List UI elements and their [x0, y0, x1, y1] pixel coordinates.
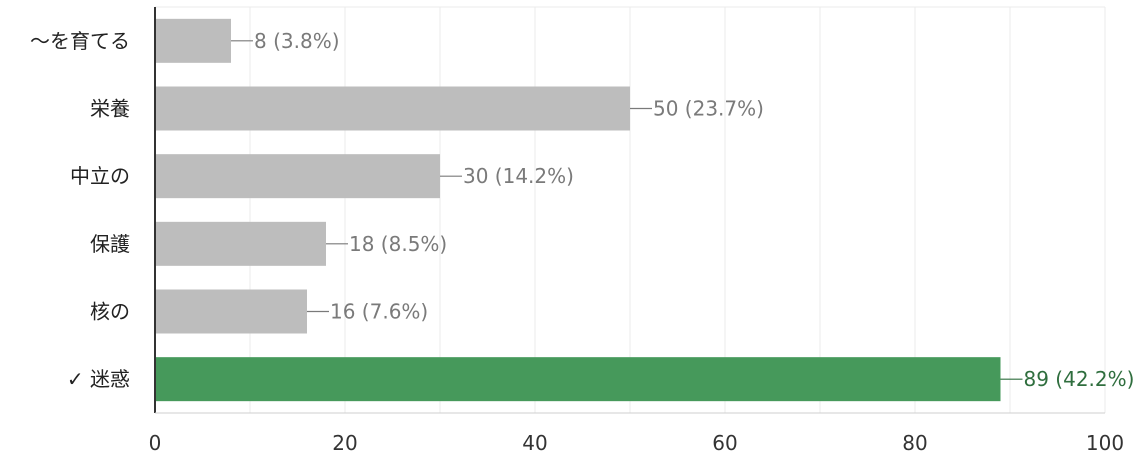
category-label: ～を育てる	[30, 29, 130, 53]
category-label: 栄養	[90, 97, 130, 121]
x-tick-label: 0	[149, 431, 162, 455]
category-label: 保護	[90, 232, 130, 256]
x-tick-label: 100	[1086, 431, 1124, 455]
data-label: 16 (7.6%)	[330, 300, 428, 324]
category-label: 核の	[90, 300, 130, 324]
data-label: 50 (23.7%)	[653, 97, 764, 121]
data-label: 89 (42.2%)	[1024, 367, 1135, 391]
category-label: ✓ 迷惑	[67, 367, 130, 391]
axes	[154, 7, 1105, 414]
bar	[155, 86, 630, 131]
x-tick-label: 60	[712, 431, 737, 455]
data-label: 30 (14.2%)	[463, 164, 574, 188]
x-tick-label: 20	[332, 431, 357, 455]
bars	[155, 18, 1001, 402]
labels: 8 (3.8%) ～を育てる 50 (23.7%) 栄養 30 (14.2%) 中立の 18…	[30, 29, 1134, 455]
data-label: 18 (8.5%)	[349, 232, 447, 256]
bar	[155, 289, 307, 334]
bar	[155, 154, 440, 199]
bar	[155, 357, 1001, 402]
data-label: 8 (3.8%)	[254, 29, 340, 53]
category-label: 中立の	[70, 164, 130, 188]
bar	[155, 18, 231, 63]
x-tick-label: 80	[902, 431, 927, 455]
grid-lines	[155, 6, 1106, 413]
x-tick-label: 40	[522, 431, 547, 455]
bar	[155, 221, 326, 266]
